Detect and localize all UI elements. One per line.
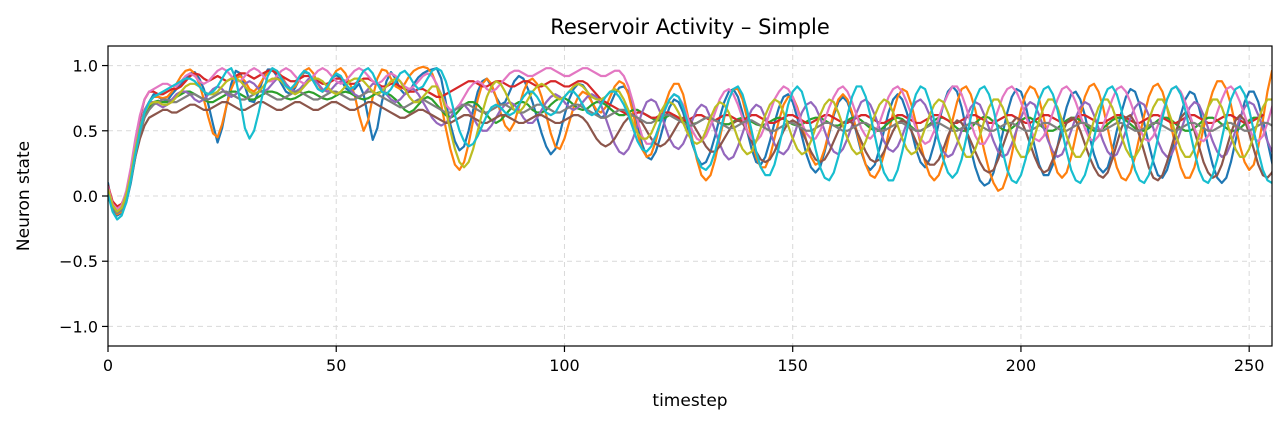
- x-tick-label: 100: [549, 356, 580, 375]
- series-line-4: [108, 69, 1264, 208]
- y-tick-label: 1.0: [73, 57, 98, 76]
- y-tick-label: −1.0: [59, 317, 98, 336]
- x-axis-ticks: 0 50 100 150 200 250: [103, 346, 1265, 375]
- y-tick-label: 0.0: [73, 187, 98, 206]
- y-tick-label: −0.5: [59, 252, 98, 271]
- x-tick-label: 150: [777, 356, 808, 375]
- y-axis-label: Neuron state: [14, 141, 34, 251]
- x-axis-label: timestep: [652, 391, 727, 411]
- series-line-9: [108, 77, 1272, 213]
- x-tick-label: 200: [1006, 356, 1037, 375]
- series-line-5: [108, 77, 1272, 215]
- series-line-10: [108, 67, 1272, 221]
- chart-title: Reservoir Activity – Simple: [550, 15, 830, 39]
- x-tick-label: 50: [326, 356, 346, 375]
- series-line-8: [108, 90, 1272, 215]
- x-tick-label: 0: [103, 356, 113, 375]
- y-tick-label: 0.5: [73, 122, 98, 141]
- x-tick-label: 250: [1234, 356, 1265, 375]
- series-line-1: [108, 67, 1272, 217]
- series-line-6: [108, 100, 1272, 213]
- y-axis-ticks: 1.0 0.5 0.0 −0.5 −1.0: [59, 57, 108, 336]
- series-group: [108, 65, 1272, 221]
